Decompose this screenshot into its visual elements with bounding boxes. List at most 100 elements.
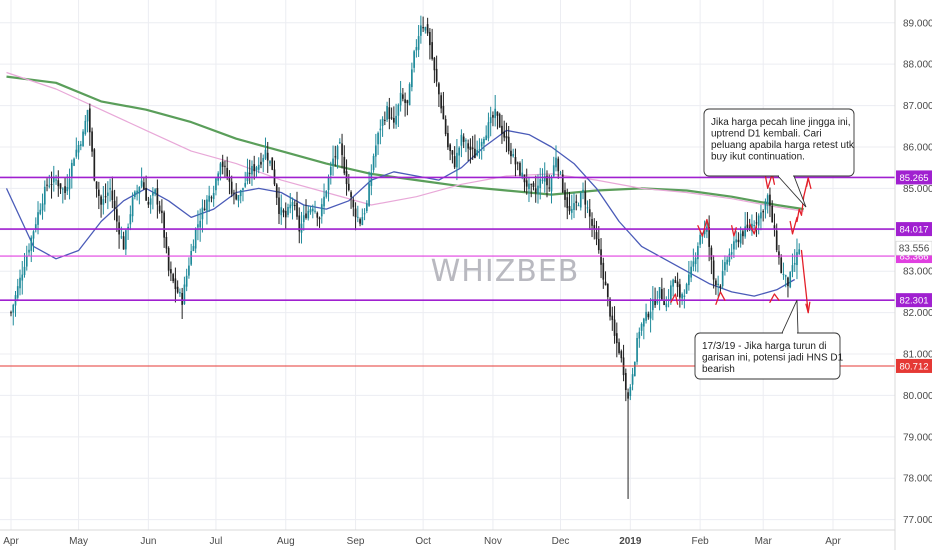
candle-body	[730, 252, 733, 255]
y-tick-label: 81.000	[903, 350, 932, 361]
candle-body	[255, 167, 258, 171]
candle-body	[70, 162, 73, 177]
x-tick-label: Oct	[415, 536, 431, 547]
candle-body	[516, 162, 519, 164]
candle-body	[438, 83, 440, 95]
candle-body	[431, 42, 433, 59]
candle-body	[660, 289, 663, 300]
x-tick-label: Feb	[692, 536, 710, 547]
shoulder-mark	[715, 291, 726, 305]
candle-body	[591, 219, 593, 226]
candle-body	[61, 188, 64, 190]
price-badge	[896, 170, 932, 185]
candle-body	[739, 233, 742, 244]
candle-body	[147, 201, 150, 205]
candle-body	[559, 172, 562, 174]
candle-body	[708, 227, 710, 247]
candle-body	[793, 262, 796, 265]
candle-body	[719, 285, 722, 288]
y-tick-label: 85.000	[903, 184, 932, 195]
candle-body	[548, 187, 551, 189]
candle-body	[453, 156, 456, 168]
candle-body	[485, 135, 488, 141]
candle-body	[300, 223, 303, 233]
candle-body	[411, 69, 413, 88]
candle-body	[113, 200, 116, 209]
candle-body	[39, 209, 42, 214]
candle-body	[645, 311, 647, 321]
candle-body	[43, 186, 46, 205]
candle-body	[640, 323, 643, 331]
candle-body	[703, 229, 706, 235]
candle-body	[546, 175, 548, 186]
candle-body	[489, 117, 492, 124]
candle-body	[370, 172, 373, 186]
candle-body	[365, 203, 368, 211]
moving-averages	[5, 71, 804, 297]
candle-body	[341, 143, 343, 156]
candle-body	[519, 162, 521, 176]
candle-body	[566, 197, 569, 209]
candle-body	[789, 271, 792, 288]
candle-body	[512, 154, 515, 157]
candle-body	[41, 203, 44, 211]
x-tick-label: 2019	[619, 536, 642, 547]
annotation-callout[interactable]: Jika harga pecah line jingga ini,uptrend…	[703, 108, 855, 208]
candle-body	[618, 342, 620, 354]
price-axis[interactable]: 77.000 78.000 79.000 80.000 81.000 82.000 83.0…	[903, 18, 932, 526]
candle-body	[242, 187, 244, 190]
candle-body	[712, 260, 715, 280]
candle-body	[501, 125, 503, 134]
candle-body	[478, 149, 481, 151]
callout-pointer	[781, 300, 799, 334]
candle-body	[125, 230, 127, 250]
time-axis[interactable]: Apr May Jun Jul Aug Sep Oct Nov Dec 2019 Feb Mar Apr	[3, 536, 841, 547]
candle-body	[507, 136, 510, 152]
candle-body	[564, 190, 566, 200]
candle-body	[111, 190, 114, 201]
candle-body	[476, 150, 479, 156]
x-tick-label: Mar	[755, 536, 773, 547]
candle-body	[32, 231, 35, 239]
candle-body	[699, 234, 701, 245]
candle-body	[48, 185, 51, 187]
candle-body	[550, 177, 553, 192]
candle-body	[21, 274, 24, 281]
candle-body	[219, 163, 222, 175]
candle-body	[172, 274, 174, 282]
candle-body	[305, 213, 307, 218]
candle-body	[64, 186, 66, 193]
candle-body	[798, 249, 801, 255]
candle-body	[23, 266, 26, 275]
candle-body	[415, 47, 418, 51]
callout-box	[694, 332, 841, 380]
candle-body	[226, 167, 229, 177]
candle-body	[293, 205, 296, 207]
candle-body	[579, 192, 582, 208]
candle-body	[68, 178, 71, 190]
price-badge	[896, 222, 932, 237]
candle-body	[474, 148, 476, 159]
candle-body	[302, 215, 305, 223]
candle-body	[212, 192, 215, 200]
annotation-text-line: peluang apabila harga retest utk	[711, 140, 855, 151]
candle-body	[253, 164, 256, 172]
candle-body	[280, 207, 283, 216]
candle-body	[138, 187, 141, 194]
candle-body	[109, 187, 111, 190]
candle-body	[183, 284, 186, 305]
shoulder-mark	[670, 293, 679, 305]
candle-body	[158, 205, 161, 212]
candle-body	[724, 262, 726, 271]
candle-body	[275, 184, 278, 198]
candle-body	[539, 179, 542, 189]
annotations[interactable]: Jika harga pecah line jingga ini,uptrend…	[694, 108, 855, 380]
x-tick-label: Dec	[552, 536, 570, 547]
candle-body	[710, 247, 713, 260]
candle-body	[127, 226, 129, 230]
candle-body	[458, 147, 461, 156]
candle-body	[264, 149, 267, 159]
price-badge	[896, 293, 932, 308]
